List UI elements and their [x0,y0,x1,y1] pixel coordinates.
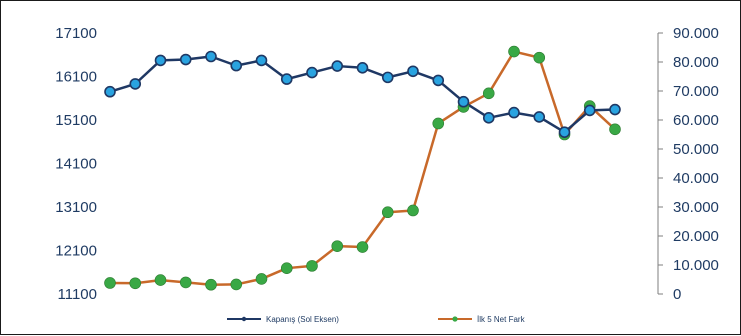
left-tick-label: 12100 [55,243,97,260]
data-point-ilk5 [407,204,419,217]
data-point-kapanis [154,54,167,67]
data-point-kapanis [230,59,243,72]
right-tick-label: 80.000 [673,54,719,71]
data-point-kapanis [457,95,470,108]
data-point-ilk5 [179,276,192,289]
data-point-ilk5 [255,273,268,285]
data-point-ilk5 [331,240,344,252]
data-point-kapanis [381,71,394,84]
data-point-ilk5 [482,87,495,100]
data-point-kapanis [129,78,142,90]
data-point-ilk5 [205,278,217,291]
legend-label-ilk5: İlk 5 Net Fark [477,315,526,324]
data-point-kapanis [331,60,344,72]
data-point-ilk5 [280,262,293,274]
data-point-kapanis [205,50,217,63]
data-point-ilk5 [381,206,394,219]
right-tick-label: 60.000 [673,112,719,129]
data-point-kapanis [280,73,293,85]
legend-marker-kapanis [241,316,247,322]
data-point-ilk5 [104,277,116,289]
data-point-kapanis [255,54,268,67]
data-point-kapanis [558,126,571,138]
data-point-kapanis [583,104,596,117]
data-point-kapanis [609,103,621,116]
right-tick-label: 90.000 [673,25,719,42]
right-tick-label: 40.000 [673,170,719,187]
left-tick-label: 16100 [55,69,97,86]
right-tick-label: 0 [673,286,681,303]
data-point-kapanis [508,106,520,119]
data-point-ilk5 [230,278,243,291]
left-tick-label: 11100 [58,286,98,303]
data-point-ilk5 [154,274,167,286]
data-point-kapanis [356,62,369,74]
right-tick-label: 30.000 [673,199,719,216]
data-point-kapanis [482,112,495,124]
data-point-kapanis [533,111,546,123]
right-tick-label: 50.000 [673,141,719,158]
data-point-kapanis [432,74,445,87]
data-point-ilk5 [609,123,621,136]
legend-marker-ilk5 [452,316,458,322]
right-tick-label: 20.000 [673,228,719,245]
data-point-kapanis [104,85,116,98]
data-point-ilk5 [432,117,445,130]
left-tick-label: 15100 [55,112,97,129]
left-tick-label: 14100 [55,156,97,173]
left-tick-label: 13100 [55,199,97,216]
data-point-kapanis [407,65,419,78]
right-axis: 0 10.000 20.000 30.000 40.000 50.000 60.000 70.… [657,25,719,303]
data-point-ilk5 [306,260,318,272]
legend-label-kapanis: Kapanış (Sol Eksen) [266,315,339,324]
data-point-ilk5 [356,241,369,253]
data-point-ilk5 [129,277,142,290]
left-tick-label: 17100 [55,25,97,42]
legend: Kapanış (Sol Eksen) İlk 5 Net Fark [227,315,526,324]
data-point-kapanis [179,53,192,66]
data-point-ilk5 [533,51,546,64]
series-markers [104,45,621,291]
data-point-ilk5 [508,45,520,58]
right-tick-label: 10.000 [673,257,719,274]
right-tick-label: 70.000 [673,83,719,100]
data-point-kapanis [306,66,318,79]
left-axis: 11100 12100 13100 14100 15100 16100 17100 [55,25,97,303]
